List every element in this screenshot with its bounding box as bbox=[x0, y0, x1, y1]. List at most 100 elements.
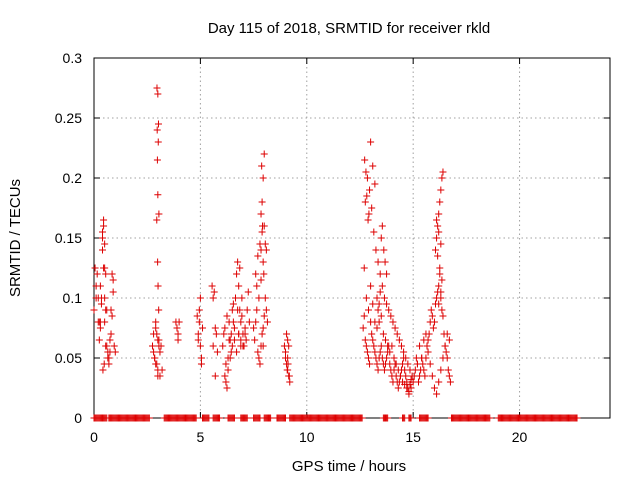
data-point bbox=[209, 342, 217, 350]
data-point bbox=[108, 270, 116, 278]
data-point bbox=[241, 324, 249, 332]
data-point bbox=[435, 282, 443, 290]
data-point bbox=[145, 414, 153, 422]
data-point bbox=[445, 336, 453, 344]
data-point bbox=[400, 348, 408, 356]
data-point bbox=[99, 366, 107, 374]
data-point bbox=[237, 318, 245, 326]
data-point bbox=[374, 306, 382, 314]
data-point bbox=[374, 366, 382, 374]
data-point bbox=[194, 330, 202, 338]
data-point bbox=[153, 84, 161, 92]
data-point bbox=[254, 348, 262, 356]
data-point bbox=[436, 270, 444, 278]
data-point bbox=[149, 342, 157, 350]
data-point bbox=[402, 354, 410, 362]
data-point bbox=[258, 162, 266, 170]
data-point bbox=[197, 354, 205, 362]
chart-title: Day 115 of 2018, SRMTID for receiver rkl… bbox=[208, 20, 490, 37]
data-point bbox=[434, 222, 442, 230]
data-point bbox=[573, 414, 581, 422]
data-point bbox=[106, 336, 114, 344]
data-point bbox=[418, 354, 426, 362]
data-point bbox=[438, 174, 446, 182]
data-point bbox=[430, 384, 438, 392]
data-point bbox=[363, 348, 371, 356]
data-point bbox=[444, 366, 452, 374]
data-point bbox=[259, 174, 267, 182]
data-point bbox=[364, 306, 372, 314]
data-point bbox=[384, 414, 392, 422]
data-point bbox=[95, 336, 103, 344]
data-point bbox=[362, 294, 370, 302]
data-point bbox=[363, 174, 371, 182]
data-point bbox=[437, 294, 445, 302]
grid bbox=[94, 58, 610, 418]
data-point bbox=[394, 366, 402, 374]
y-tick-label: 0.2 bbox=[63, 170, 83, 186]
data-point bbox=[234, 258, 242, 266]
data-point bbox=[224, 366, 232, 374]
data-point bbox=[221, 372, 229, 380]
data-point bbox=[90, 306, 98, 314]
data-point bbox=[368, 204, 376, 212]
data-point bbox=[263, 318, 271, 326]
data-point bbox=[155, 306, 163, 314]
data-point bbox=[437, 288, 445, 296]
data-point bbox=[383, 354, 391, 362]
data-point bbox=[243, 306, 251, 314]
data-point bbox=[427, 306, 435, 314]
data-point bbox=[252, 270, 260, 278]
data-point bbox=[364, 216, 372, 224]
data-point bbox=[226, 354, 234, 362]
data-point bbox=[154, 282, 162, 290]
data-point bbox=[397, 342, 405, 350]
data-point bbox=[282, 348, 290, 356]
data-point bbox=[437, 240, 445, 248]
data-point bbox=[173, 324, 181, 332]
data-point bbox=[153, 330, 161, 338]
y-axis-title: SRMTID / TECUs bbox=[7, 179, 24, 297]
data-point bbox=[392, 360, 400, 368]
data-point bbox=[94, 294, 102, 302]
data-point bbox=[422, 330, 430, 338]
data-point bbox=[235, 330, 243, 338]
data-point bbox=[233, 270, 241, 278]
data-point bbox=[379, 330, 387, 338]
data-point bbox=[96, 324, 104, 332]
data-point bbox=[401, 380, 409, 388]
data-point bbox=[375, 300, 383, 308]
data-point bbox=[387, 312, 395, 320]
data-point bbox=[234, 306, 242, 314]
data-point bbox=[243, 414, 251, 422]
data-point bbox=[381, 258, 389, 266]
data-points bbox=[90, 84, 581, 422]
data-point bbox=[385, 306, 393, 314]
data-point bbox=[260, 270, 268, 278]
data-point bbox=[259, 222, 267, 230]
data-point bbox=[227, 348, 235, 356]
data-point bbox=[109, 276, 117, 284]
data-point bbox=[421, 372, 429, 380]
data-point bbox=[370, 342, 378, 350]
data-point bbox=[156, 348, 164, 356]
data-point bbox=[369, 300, 377, 308]
data-point bbox=[154, 138, 162, 146]
data-point bbox=[426, 360, 434, 368]
data-point bbox=[229, 318, 237, 326]
data-point bbox=[428, 312, 436, 320]
data-point bbox=[420, 366, 428, 374]
data-point bbox=[258, 228, 266, 236]
x-tick-label: 20 bbox=[512, 429, 528, 445]
data-point bbox=[378, 222, 386, 230]
data-point bbox=[102, 270, 110, 278]
data-point bbox=[154, 336, 162, 344]
data-point bbox=[423, 342, 431, 350]
data-point bbox=[369, 162, 377, 170]
data-point bbox=[395, 336, 403, 344]
data-point bbox=[99, 234, 107, 242]
data-point bbox=[225, 336, 233, 344]
x-tick-label: 5 bbox=[196, 429, 204, 445]
